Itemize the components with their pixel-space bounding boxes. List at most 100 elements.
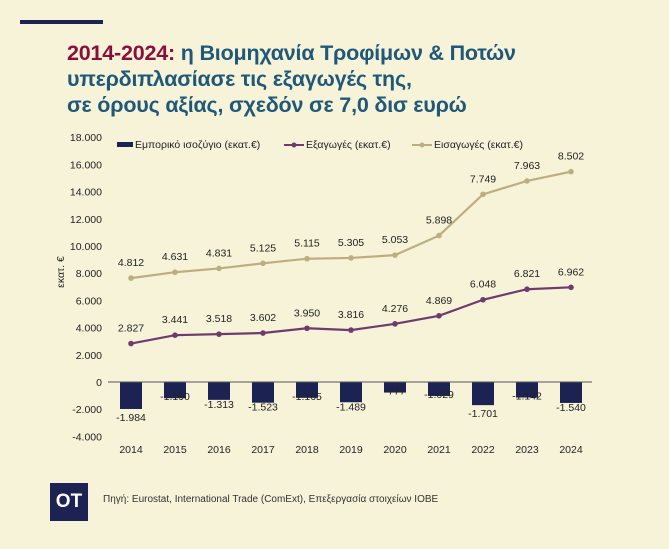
y-tick-label: 4.000 <box>76 323 102 335</box>
point-exports <box>568 284 574 291</box>
x-tick-label: 2023 <box>515 444 539 456</box>
x-tick-label: 2019 <box>339 444 363 456</box>
data-label-balance: -1.190 <box>160 391 190 403</box>
title-line-3: σε όρους αξίας, σχεδόν σε 7,0 δισ ευρώ <box>67 93 467 117</box>
y-tick-label: 16.000 <box>70 159 102 171</box>
data-label-imports: 8.502 <box>558 151 584 163</box>
bar-balance <box>340 382 362 403</box>
line-imports <box>130 170 572 280</box>
x-tick-label: 2022 <box>471 444 495 456</box>
bar-balance <box>516 382 538 398</box>
legend-swatch-balance <box>117 142 133 147</box>
data-label-exports: 3.816 <box>338 309 364 321</box>
bar-balance <box>296 382 318 398</box>
data-label-balance: -777 <box>384 386 405 398</box>
data-label-exports: 3.441 <box>162 314 188 326</box>
bar-balance <box>120 382 142 409</box>
data-label-exports: 3.518 <box>206 313 232 325</box>
point-exports <box>260 330 266 336</box>
data-label-exports: 4.869 <box>426 295 452 307</box>
data-label-imports: 5.115 <box>294 238 320 250</box>
data-label-imports: 5.305 <box>338 237 364 249</box>
data-label-balance: -1.523 <box>248 402 278 414</box>
point-imports <box>216 265 222 272</box>
legend-marker-exports <box>291 142 297 148</box>
y-tick-label: 18.000 <box>70 132 102 144</box>
point-imports <box>524 178 530 184</box>
point-imports <box>392 252 398 258</box>
point-exports <box>304 325 310 332</box>
point-exports <box>128 340 134 347</box>
bar-balance <box>428 382 450 396</box>
data-label-balance: -1.489 <box>336 401 366 413</box>
legend-marker-imports <box>419 142 425 148</box>
x-tick-label: 2015 <box>163 444 187 456</box>
data-label-balance: -1.142 <box>512 391 542 403</box>
y-tick-label: 10.000 <box>70 241 102 253</box>
point-exports <box>216 331 222 337</box>
x-tick-label: 2024 <box>559 444 583 456</box>
ot-logo: OT <box>50 483 88 521</box>
data-label-exports: 6.962 <box>558 266 584 278</box>
top-accent-bar <box>20 20 103 24</box>
point-imports <box>436 232 442 239</box>
data-label-imports: 4.812 <box>118 257 144 269</box>
title-line-2: υπερδιπλασίασε τις εξαγωγές της, <box>67 67 412 91</box>
y-tick-label: 14.000 <box>70 187 102 199</box>
data-label-imports: 5.898 <box>426 215 452 227</box>
x-tick-label: 2014 <box>119 444 143 456</box>
bar-balance <box>208 382 230 400</box>
chart-title: 2014-2024: η Βιομηχανία Τροφίμων & Ποτών… <box>67 40 516 118</box>
bar-balance <box>472 382 494 406</box>
data-label-exports: 4.276 <box>382 303 408 315</box>
data-label-imports: 4.631 <box>162 251 188 263</box>
bar-balance <box>384 382 406 393</box>
data-label-imports: 4.831 <box>206 247 232 259</box>
point-exports <box>436 312 442 319</box>
data-label-balance: -1.313 <box>204 399 234 411</box>
bar-balance <box>560 382 582 403</box>
point-exports <box>524 286 530 293</box>
title-line-1: η Βιομηχανία Τροφίμων & Ποτών <box>174 41 516 65</box>
y-axis-label: εκατ. € <box>55 256 67 288</box>
point-exports <box>348 327 354 333</box>
x-tick-label: 2020 <box>383 444 407 456</box>
y-tick-label: 0 <box>96 377 102 389</box>
data-label-imports: 5.125 <box>250 242 276 254</box>
y-tick-label: 8.000 <box>76 268 102 280</box>
x-tick-label: 2021 <box>427 444 451 456</box>
data-label-balance: -1.029 <box>424 389 454 401</box>
data-label-exports: 3.602 <box>250 312 276 324</box>
data-label-imports: 7.749 <box>470 173 496 185</box>
point-imports <box>480 191 486 198</box>
data-label-balance: -1.701 <box>468 408 498 420</box>
title-highlight: 2014-2024: <box>67 41 175 65</box>
point-imports <box>304 255 310 262</box>
data-label-exports: 6.048 <box>470 279 496 291</box>
data-label-exports: 2.827 <box>118 323 144 335</box>
point-exports <box>172 332 178 339</box>
y-tick-label: 2.000 <box>76 350 102 362</box>
point-exports <box>392 321 398 327</box>
data-label-imports: 5.053 <box>382 234 408 246</box>
legend-label-balance: Εμπορικό ισοζύγιο (εκατ.€) <box>135 139 260 151</box>
point-imports <box>172 269 178 276</box>
point-exports <box>480 296 486 303</box>
data-label-balance: -1.165 <box>292 391 322 403</box>
y-tick-label: 12.000 <box>70 214 102 226</box>
data-label-exports: 3.950 <box>294 307 320 319</box>
x-tick-label: 2017 <box>251 444 275 456</box>
x-tick-label: 2016 <box>207 444 231 456</box>
y-tick-label: -4.000 <box>72 431 102 443</box>
legend-label-exports: Εξαγωγές (εκατ.€) <box>306 139 391 151</box>
point-imports <box>128 275 134 281</box>
bar-balance <box>164 382 186 399</box>
y-tick-label: 6.000 <box>76 295 102 307</box>
legend-label-imports: Εισαγωγές (εκατ.€) <box>434 139 523 151</box>
data-label-balance: -1.540 <box>556 402 586 414</box>
bar-balance <box>252 382 274 403</box>
point-imports <box>568 168 574 175</box>
point-imports <box>260 260 266 267</box>
data-label-exports: 6.821 <box>514 268 540 280</box>
